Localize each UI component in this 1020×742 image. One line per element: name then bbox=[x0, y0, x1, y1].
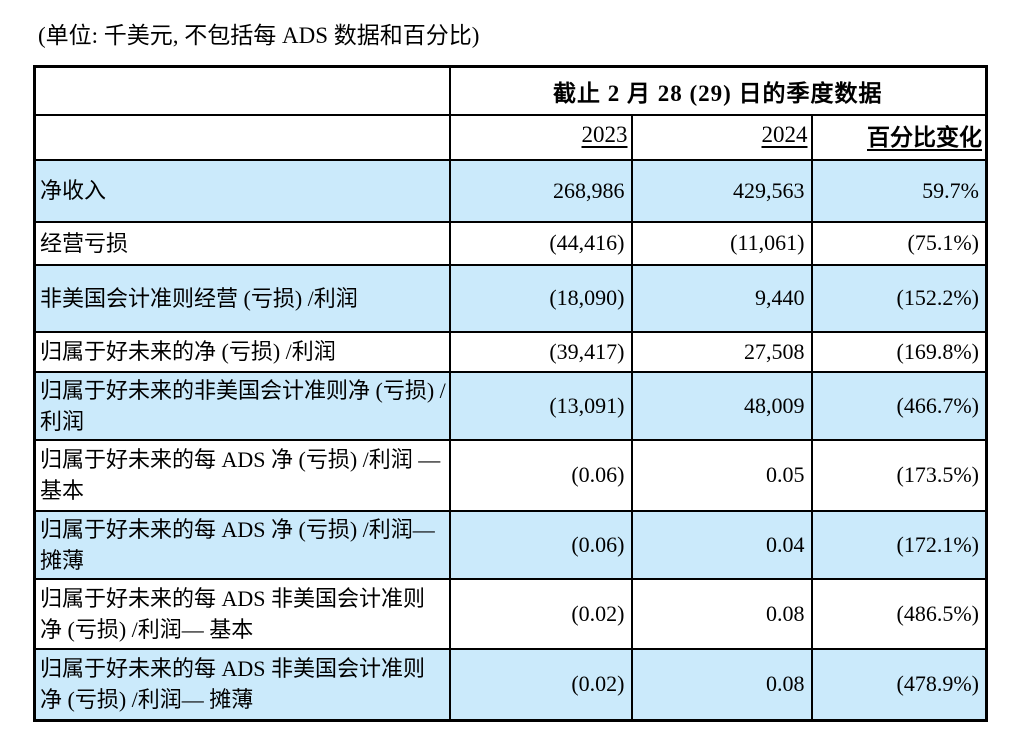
value-2023: (44,416) bbox=[448, 220, 633, 266]
value-2023: (0.02) bbox=[448, 647, 633, 722]
value-pct-change: (173.5%) bbox=[810, 438, 988, 512]
period-header: 截止 2 月 28 (29) 日的季度数据 bbox=[448, 65, 988, 116]
row-label: 归属于好未来的每 ADS 非美国会计准则净 (亏损) /利润— 基本 bbox=[33, 577, 451, 650]
column-header-2023-label: 2023 bbox=[581, 122, 628, 147]
row-label: 归属于好未来的净 (亏损) /利润 bbox=[33, 330, 451, 373]
table-row-operating-loss: 经营亏损 (44,416) (11,061) (75.1%) bbox=[33, 220, 988, 266]
value-pct-change: (466.7%) bbox=[810, 370, 988, 441]
value-2024: 0.04 bbox=[630, 509, 813, 580]
value-2024: 0.05 bbox=[630, 438, 813, 512]
value-pct-change: (486.5%) bbox=[810, 577, 988, 650]
table-row-non-gaap-operating: 非美国会计准则经营 (亏损) /利润 (18,090) 9,440 (152.2… bbox=[33, 263, 988, 333]
units-note: (单位: 千美元, 不包括每 ADS 数据和百分比) bbox=[38, 23, 480, 48]
table-row-non-gaap-per-ads-basic: 归属于好未来的每 ADS 非美国会计准则净 (亏损) /利润— 基本 (0.02… bbox=[33, 577, 988, 650]
value-2023: (0.06) bbox=[448, 509, 633, 580]
header-empty-cell bbox=[33, 65, 451, 116]
row-label: 归属于好未来的每 ADS 净 (亏损) /利润— 摊薄 bbox=[33, 509, 451, 580]
column-header-2024: 2024 bbox=[630, 113, 813, 161]
column-header-2024-label: 2024 bbox=[761, 122, 808, 147]
table-row-non-gaap-net-income: 归属于好未来的非美国会计准则净 (亏损) /利润 (13,091) 48,009… bbox=[33, 370, 988, 441]
table-row-per-ads-basic: 归属于好未来的每 ADS 净 (亏损) /利润 — 基本 (0.06) 0.05… bbox=[33, 438, 988, 512]
value-2023: (18,090) bbox=[448, 263, 633, 333]
value-2023: (13,091) bbox=[448, 370, 633, 441]
table-row-net-income-attributable: 归属于好未来的净 (亏损) /利润 (39,417) 27,508 (169.8… bbox=[33, 330, 988, 373]
value-2024: 9,440 bbox=[630, 263, 813, 333]
value-pct-change: (75.1%) bbox=[810, 220, 988, 266]
value-2023: (39,417) bbox=[448, 330, 633, 373]
value-pct-change: (478.9%) bbox=[810, 647, 988, 722]
column-header-pct-change-label: 百分比变化 bbox=[867, 125, 982, 150]
row-label: 归属于好未来的每 ADS 非美国会计准则净 (亏损) /利润— 摊薄 bbox=[33, 647, 451, 722]
column-header-row: 2023 2024 百分比变化 bbox=[33, 113, 988, 161]
row-label: 归属于好未来的非美国会计准则净 (亏损) /利润 bbox=[33, 370, 451, 441]
column-header-pct-change: 百分比变化 bbox=[810, 113, 988, 161]
value-2024: 429,563 bbox=[630, 158, 813, 223]
value-2024: 0.08 bbox=[630, 577, 813, 650]
value-pct-change: 59.7% bbox=[810, 158, 988, 223]
table-row-non-gaap-per-ads-diluted: 归属于好未来的每 ADS 非美国会计准则净 (亏损) /利润— 摊薄 (0.02… bbox=[33, 647, 988, 722]
row-label: 经营亏损 bbox=[33, 220, 451, 266]
value-2024: 48,009 bbox=[630, 370, 813, 441]
row-label: 非美国会计准则经营 (亏损) /利润 bbox=[33, 263, 451, 333]
row-label: 归属于好未来的每 ADS 净 (亏损) /利润 — 基本 bbox=[33, 438, 451, 512]
value-2024: (11,061) bbox=[630, 220, 813, 266]
table-row-net-revenues: 净收入 268,986 429,563 59.7% bbox=[33, 158, 988, 223]
value-2024: 27,508 bbox=[630, 330, 813, 373]
column-header-2023: 2023 bbox=[448, 113, 633, 161]
quarterly-financial-table: 截止 2 月 28 (29) 日的季度数据 2023 2024 百分比变化 净收… bbox=[33, 65, 988, 722]
period-header-row: 截止 2 月 28 (29) 日的季度数据 bbox=[33, 65, 988, 116]
value-pct-change: (172.1%) bbox=[810, 509, 988, 580]
row-label: 净收入 bbox=[33, 158, 451, 223]
header-empty-cell bbox=[33, 113, 451, 161]
value-2023: (0.06) bbox=[448, 438, 633, 512]
table-row-per-ads-diluted: 归属于好未来的每 ADS 净 (亏损) /利润— 摊薄 (0.06) 0.04 … bbox=[33, 509, 988, 580]
value-pct-change: (152.2%) bbox=[810, 263, 988, 333]
value-2023: (0.02) bbox=[448, 577, 633, 650]
value-2024: 0.08 bbox=[630, 647, 813, 722]
value-2023: 268,986 bbox=[448, 158, 633, 223]
value-pct-change: (169.8%) bbox=[810, 330, 988, 373]
